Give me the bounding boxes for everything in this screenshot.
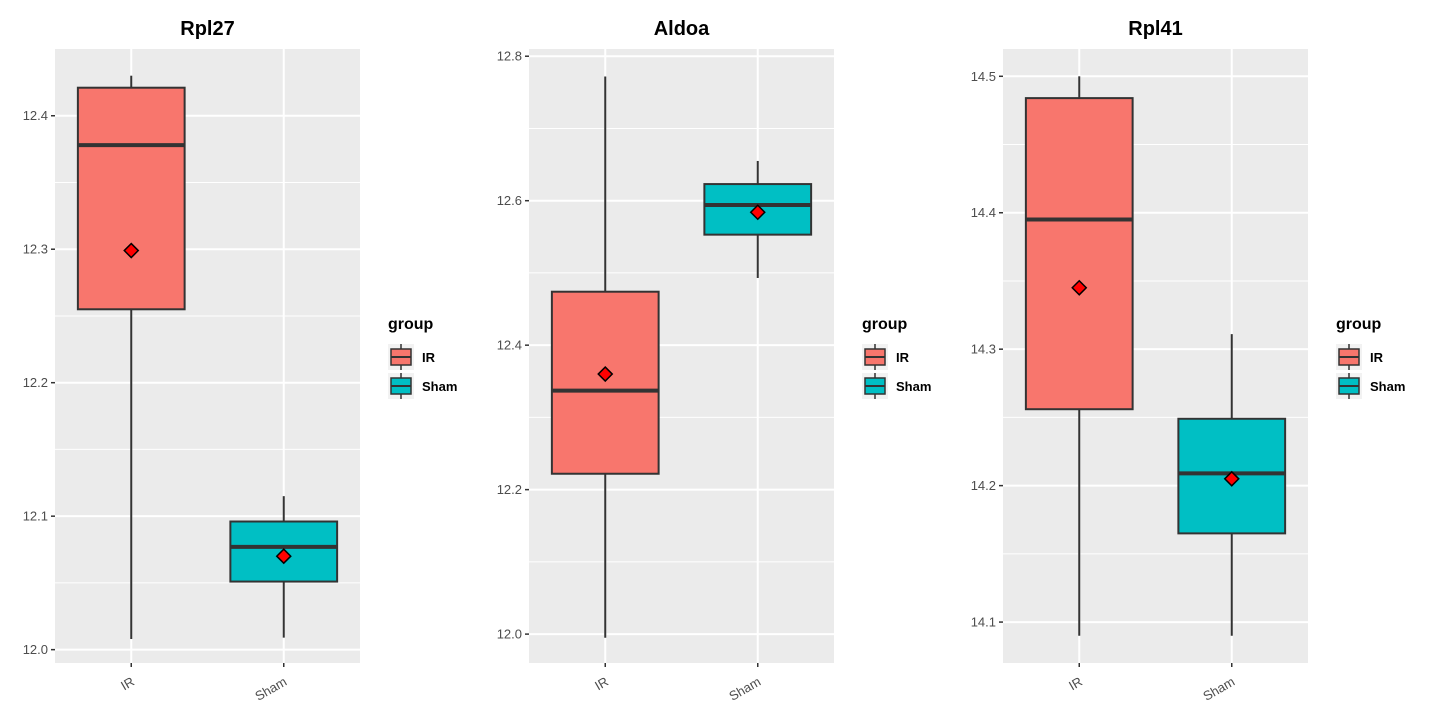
x-tick-label: IR: [1066, 674, 1085, 693]
y-tick-label: 14.3: [971, 342, 996, 357]
legend: group IR Sham: [1336, 316, 1405, 399]
box-ir: [1024, 97, 1134, 411]
panel-rpl27: 12.0 12.1 12.2 12.3 12.4 IR Sham Rpl27: [23, 18, 360, 704]
panel-title: Rpl27: [180, 18, 234, 40]
y-tick-label: 12.0: [497, 627, 522, 642]
legend-title: group: [862, 316, 908, 333]
mean-marker: [597, 365, 614, 383]
x-tick-label: IR: [118, 674, 137, 693]
y-tick-label: 12.6: [497, 193, 522, 208]
mean-marker: [1223, 470, 1240, 487]
legend-title: group: [1336, 316, 1382, 333]
panel-rpl41: 14.1 14.2 14.3 14.4 14.5 IR Sham Rpl41: [971, 18, 1308, 704]
legend-label: IR: [422, 350, 436, 365]
legend-label: Sham: [896, 379, 931, 394]
y-tick-label: 14.2: [971, 478, 996, 493]
mean-marker: [275, 548, 292, 565]
y-tick-label: 12.2: [497, 482, 522, 497]
legend-title: group: [388, 316, 434, 333]
legend-label: Sham: [422, 379, 457, 394]
y-tick-label: 14.4: [971, 205, 996, 220]
y-tick-label: 12.0: [23, 642, 48, 657]
y-tick-label: 12.2: [23, 375, 48, 390]
y-tick-label: 12.4: [497, 338, 522, 353]
x-tick-label: Sham: [1200, 674, 1237, 704]
panel-aldoa: 12.0 12.2 12.4 12.6 12.8 IR Sham Aldoa: [497, 18, 834, 704]
x-tick-label: Sham: [252, 674, 289, 704]
x-tick-label: Sham: [726, 674, 763, 704]
box-ir: [76, 86, 186, 311]
box-ir: [550, 290, 660, 475]
y-tick-label: 14.5: [971, 69, 996, 84]
legend: group IR Sham: [862, 316, 931, 399]
mean-marker: [749, 204, 766, 221]
x-tick-label: IR: [592, 674, 611, 693]
y-tick-label: 12.8: [497, 49, 522, 64]
legend-label: IR: [1370, 350, 1384, 365]
mean-marker: [1071, 279, 1088, 296]
legend-label: IR: [896, 350, 910, 365]
panel-title: Rpl41: [1128, 18, 1182, 40]
y-tick-label: 12.3: [23, 242, 48, 257]
mean-marker: [123, 242, 140, 259]
legend: group IR Sham: [388, 316, 457, 399]
y-tick-label: 12.1: [23, 509, 48, 524]
y-tick-label: 14.1: [971, 615, 996, 630]
legend-label: Sham: [1370, 379, 1405, 394]
panel-title: Aldoa: [654, 18, 710, 40]
y-tick-label: 12.4: [23, 108, 48, 123]
